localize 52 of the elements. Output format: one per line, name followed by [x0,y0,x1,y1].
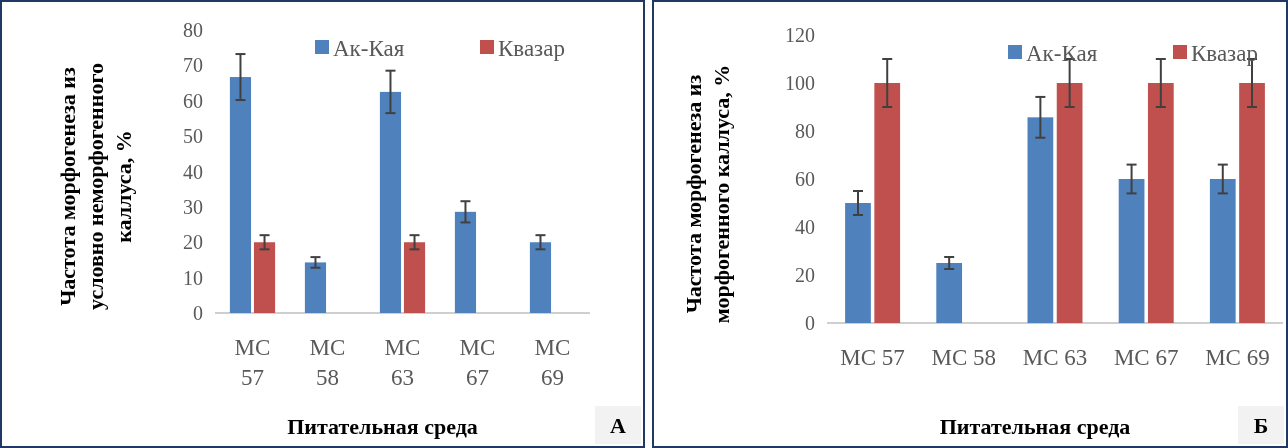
y-tick-label: 80 [795,120,815,142]
bar [304,262,327,313]
x-tick-label: МС 57 [234,335,271,390]
bar [529,242,552,313]
y-tick-label: 30 [183,195,203,218]
x-axis-title: Питательная среда [939,414,1131,439]
y-tick-label: 120 [785,24,815,46]
y-tick-label: 0 [193,302,203,324]
bar [1056,83,1083,323]
x-tick-label: МС 58 [309,335,346,390]
bar [1027,117,1054,323]
bar [874,83,901,323]
y-tick-label: 40 [183,160,203,183]
bar [936,263,963,323]
bar [403,242,426,313]
y-tick-label: 80 [183,19,203,41]
bar [379,91,402,313]
text: Б [1253,412,1269,438]
y-tick-label: 50 [183,125,203,148]
x-tick-label: МС 57 [840,345,905,370]
x-tick-label: МС 63 [384,335,421,390]
legend-label: Квазар [498,36,565,62]
y-tick-label: 20 [183,231,203,254]
x-tick-label: МС 69 [534,335,571,390]
x-tick-label: МС 67 [1113,345,1179,370]
x-tick-label: МС 58 [931,345,997,370]
text: А [610,412,627,438]
legend-label: Ак-Кая [1026,41,1098,67]
bar [454,211,477,313]
x-tick-label: МС 67 [459,335,496,390]
x-axis-title: Питательная среда [287,414,478,439]
bar [229,77,252,313]
y-tick-label: 60 [795,168,815,190]
y-tick-label: 100 [785,72,815,94]
y-tick-label: 60 [183,89,203,112]
y-tick-label: 70 [183,54,203,77]
y-axis-title: Частота морфогенеза из морфогенного каллуса, % [681,64,734,324]
y-tick-label: 10 [183,266,203,289]
legend-label: Квазар [1191,41,1258,67]
y-tick-label: 20 [795,264,815,286]
y-tick-label: 0 [805,312,815,334]
x-tick-label: МС 63 [1022,345,1088,370]
bar [253,242,276,313]
y-axis-title: Частота морфогенеза из условно неморфогенного каллуса, % [55,63,136,310]
bar [1147,83,1174,323]
y-tick-label: 40 [795,216,815,238]
bar [1209,179,1236,323]
bar [1239,83,1265,323]
x-tick-label: МС 69 [1205,345,1270,370]
bar [1118,179,1145,323]
legend-label: Ак-Кая [333,36,405,62]
bar [845,203,871,323]
